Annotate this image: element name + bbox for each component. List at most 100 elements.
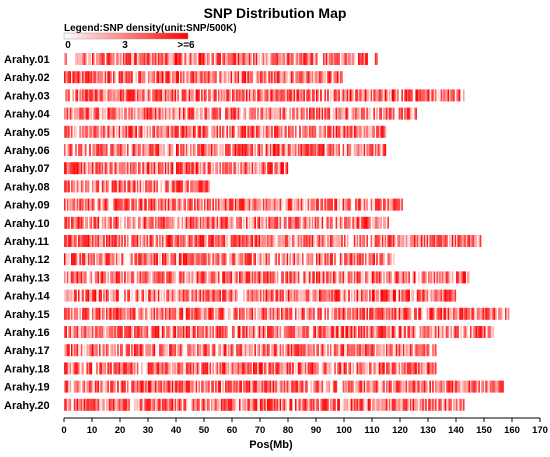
density-bin [418,362,420,375]
density-bin [215,89,217,102]
density-bin [72,71,74,84]
density-bin [369,289,371,302]
density-bin [96,125,98,138]
density-bin [276,289,279,302]
density-bin [328,326,331,338]
density-bin [300,53,303,65]
density-bin [449,380,451,393]
density-bin [380,198,382,211]
density-bin [143,235,146,247]
density-bin [358,53,360,65]
density-bin [323,144,325,156]
density-bin [169,144,171,156]
density-bin [398,307,401,320]
density-bin [310,307,312,320]
density-bin [187,253,189,266]
density-bin [297,289,300,302]
density-bin [225,198,227,211]
density-bin [412,326,415,338]
density-bin [80,71,83,84]
density-bin [127,380,129,393]
density-bin [321,216,324,229]
density-bin [419,307,422,320]
density-bin [79,235,81,247]
density-bin [342,198,345,211]
density-bin [156,216,158,229]
density-bin [316,271,318,284]
density-bin [379,107,381,120]
density-bin [320,144,322,156]
density-bin [316,253,318,266]
density-bin [216,53,219,65]
density-bin [223,344,226,357]
density-bin [113,253,115,266]
density-bin [290,53,293,65]
density-bin [269,125,272,138]
density-bin [64,180,66,193]
density-bin [408,362,410,375]
density-bin [171,180,174,193]
density-bin [281,71,283,84]
density-bin [320,380,322,393]
density-bin [282,89,284,102]
density-bin [225,289,227,302]
density-bin [430,307,433,320]
density-bin [342,89,345,102]
density-bin [226,107,228,120]
density-bin [192,89,195,102]
density-bin [352,326,354,338]
density-bin [250,398,252,411]
density-bin [71,253,73,266]
density-bin [377,362,380,375]
density-bin [264,198,266,211]
density-bin [240,307,242,320]
density-bin [366,216,368,229]
density-bin [241,162,244,175]
density-bin [475,326,478,338]
density-bin [99,144,101,156]
density-bin [394,398,396,411]
density-bin [157,71,160,84]
density-bin [160,398,163,411]
density-bin [185,398,188,411]
density-bin [276,380,279,393]
density-bin [110,162,112,175]
density-bin [243,235,245,247]
density-bin [65,107,67,120]
density-bin [204,144,206,156]
density-bin [279,398,282,411]
density-bin [162,344,164,357]
density-bin [195,107,198,120]
density-bin [128,180,130,193]
density-bin [296,107,298,120]
density-bin [216,362,219,375]
density-bin [79,271,81,284]
density-bin [360,362,363,375]
density-bin [124,235,126,247]
density-bin [129,71,132,84]
density-bin [258,326,261,338]
density-bin [435,362,437,375]
density-bin [349,253,352,266]
density-bin [264,344,266,357]
density-bin [96,53,98,65]
density-bin [304,326,307,338]
density-bin [218,235,220,247]
density-bin [111,162,114,175]
density-bin [450,289,452,302]
density-bin [93,216,95,229]
density-bin [127,162,129,175]
density-bin [414,362,416,375]
density-bin [115,89,118,102]
density-bin [160,125,163,138]
density-bin [219,107,221,120]
density-bin [134,198,136,211]
density-bin [342,344,345,357]
density-bin [90,71,93,84]
density-bin [216,216,219,229]
density-bin [229,125,231,138]
density-bin [227,107,230,120]
density-bin [309,362,311,375]
density-bin [370,362,373,375]
density-bin [212,362,214,375]
